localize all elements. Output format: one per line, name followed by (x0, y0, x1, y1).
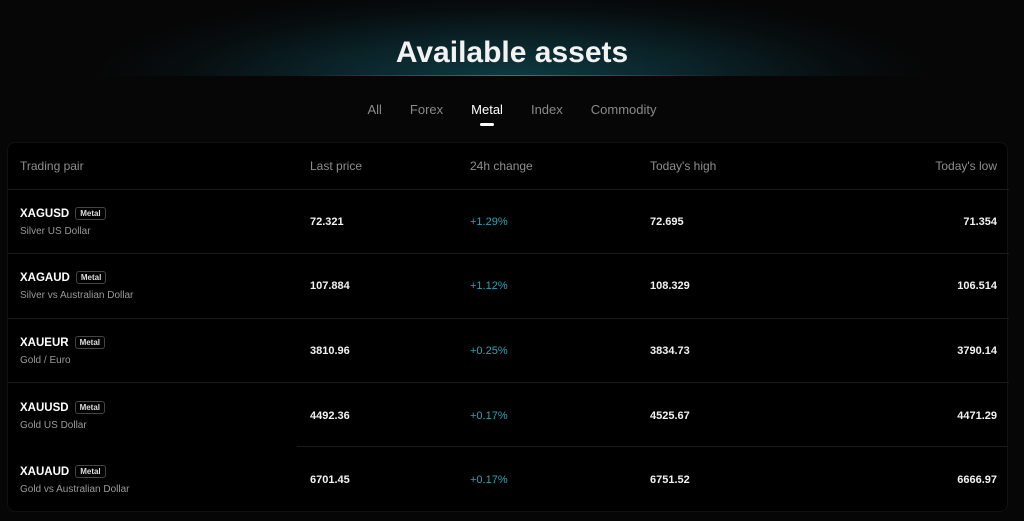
assets-table: Trading pair Last price 24h change Today… (7, 142, 1009, 512)
header-todays-high: Today's high (650, 159, 717, 173)
change-24h: +0.25% (470, 344, 508, 357)
tab-index[interactable]: Index (530, 102, 563, 117)
trading-pair-cell: XAGAUD Metal Silver vs Australian Dollar (20, 271, 133, 301)
asset-name: Silver US Dollar (20, 225, 91, 237)
table-header: Trading pair Last price 24h change Today… (8, 143, 1009, 190)
trading-pair-cell: XAUAUD Metal Gold vs Australian Dollar (20, 465, 130, 495)
asset-name: Gold vs Australian Dollar (20, 484, 130, 495)
header-24h-change: 24h change (470, 159, 533, 173)
todays-high: 4525.67 (650, 409, 690, 422)
table-row[interactable]: XAUAUD Metal Gold vs Australian Dollar 670… (8, 448, 1009, 512)
category-badge: Metal (75, 465, 106, 478)
tab-commodity[interactable]: Commodity (590, 102, 657, 117)
table-row[interactable]: XAUUSD Metal Gold US Dollar 4492.36 +0.17%… (8, 384, 1009, 448)
row-divider (297, 446, 1007, 447)
symbol[interactable]: XAGUSD (20, 207, 70, 220)
todays-high: 72.695 (650, 215, 684, 228)
todays-low: 4471.29 (957, 409, 997, 422)
change-24h: +0.17% (470, 409, 508, 422)
header-todays-low: Today's low (935, 159, 997, 173)
change-24h: +1.12% (470, 280, 508, 292)
page-title: Available assets (395, 36, 629, 69)
last-price: 6701.45 (310, 474, 350, 486)
todays-low: 3790.14 (957, 344, 997, 357)
last-price: 3810.96 (310, 344, 350, 357)
last-price: 4492.36 (310, 409, 350, 422)
trading-pair-cell: XAUEUR Metal Gold / Euro (20, 335, 106, 366)
tab-metal[interactable]: Metal (471, 102, 503, 126)
asset-name: Gold US Dollar (20, 419, 87, 431)
todays-low: 71.354 (963, 215, 997, 228)
change-24h: +0.17% (470, 474, 508, 486)
symbol[interactable]: XAGAUD (20, 272, 70, 284)
table-row[interactable]: XAGAUD Metal Silver vs Australian Dollar 1… (8, 255, 1009, 319)
hero-banner (0, 0, 1024, 76)
last-price: 107.884 (310, 280, 350, 292)
todays-high: 6751.52 (650, 474, 690, 486)
table-row[interactable]: XAGUSD Metal Silver US Dollar 72.321 +1.29… (8, 190, 1009, 254)
trading-pair-cell: XAUUSD Metal Gold US Dollar (20, 400, 106, 431)
todays-low: 106.514 (957, 280, 997, 292)
symbol[interactable]: XAUUSD (20, 401, 69, 414)
category-badge: Metal (75, 206, 106, 220)
category-badge: Metal (74, 335, 106, 349)
tab-forex[interactable]: Forex (409, 102, 444, 117)
table-row[interactable]: XAUEUR Metal Gold / Euro 3810.96 +0.25% 38… (8, 319, 1009, 383)
todays-high: 3834.73 (650, 344, 690, 357)
asset-name: Gold / Euro (20, 354, 71, 366)
category-badge: Metal (75, 271, 107, 284)
category-tabs: All Forex Metal Index Commodity (0, 102, 1024, 126)
change-24h: +1.29% (470, 215, 508, 228)
last-price: 72.321 (310, 215, 344, 228)
symbol[interactable]: XAUAUD (20, 466, 70, 478)
trading-pair-cell: XAGUSD Metal Silver US Dollar (20, 206, 106, 237)
header-trading-pair: Trading pair (20, 159, 84, 173)
asset-name: Silver vs Australian Dollar (20, 290, 134, 301)
header-last-price: Last price (310, 159, 363, 173)
todays-low: 6666.97 (957, 474, 997, 486)
symbol[interactable]: XAUEUR (20, 336, 69, 349)
tab-all[interactable]: All (367, 102, 382, 117)
category-badge: Metal (74, 400, 106, 414)
todays-high: 108.329 (650, 280, 690, 292)
